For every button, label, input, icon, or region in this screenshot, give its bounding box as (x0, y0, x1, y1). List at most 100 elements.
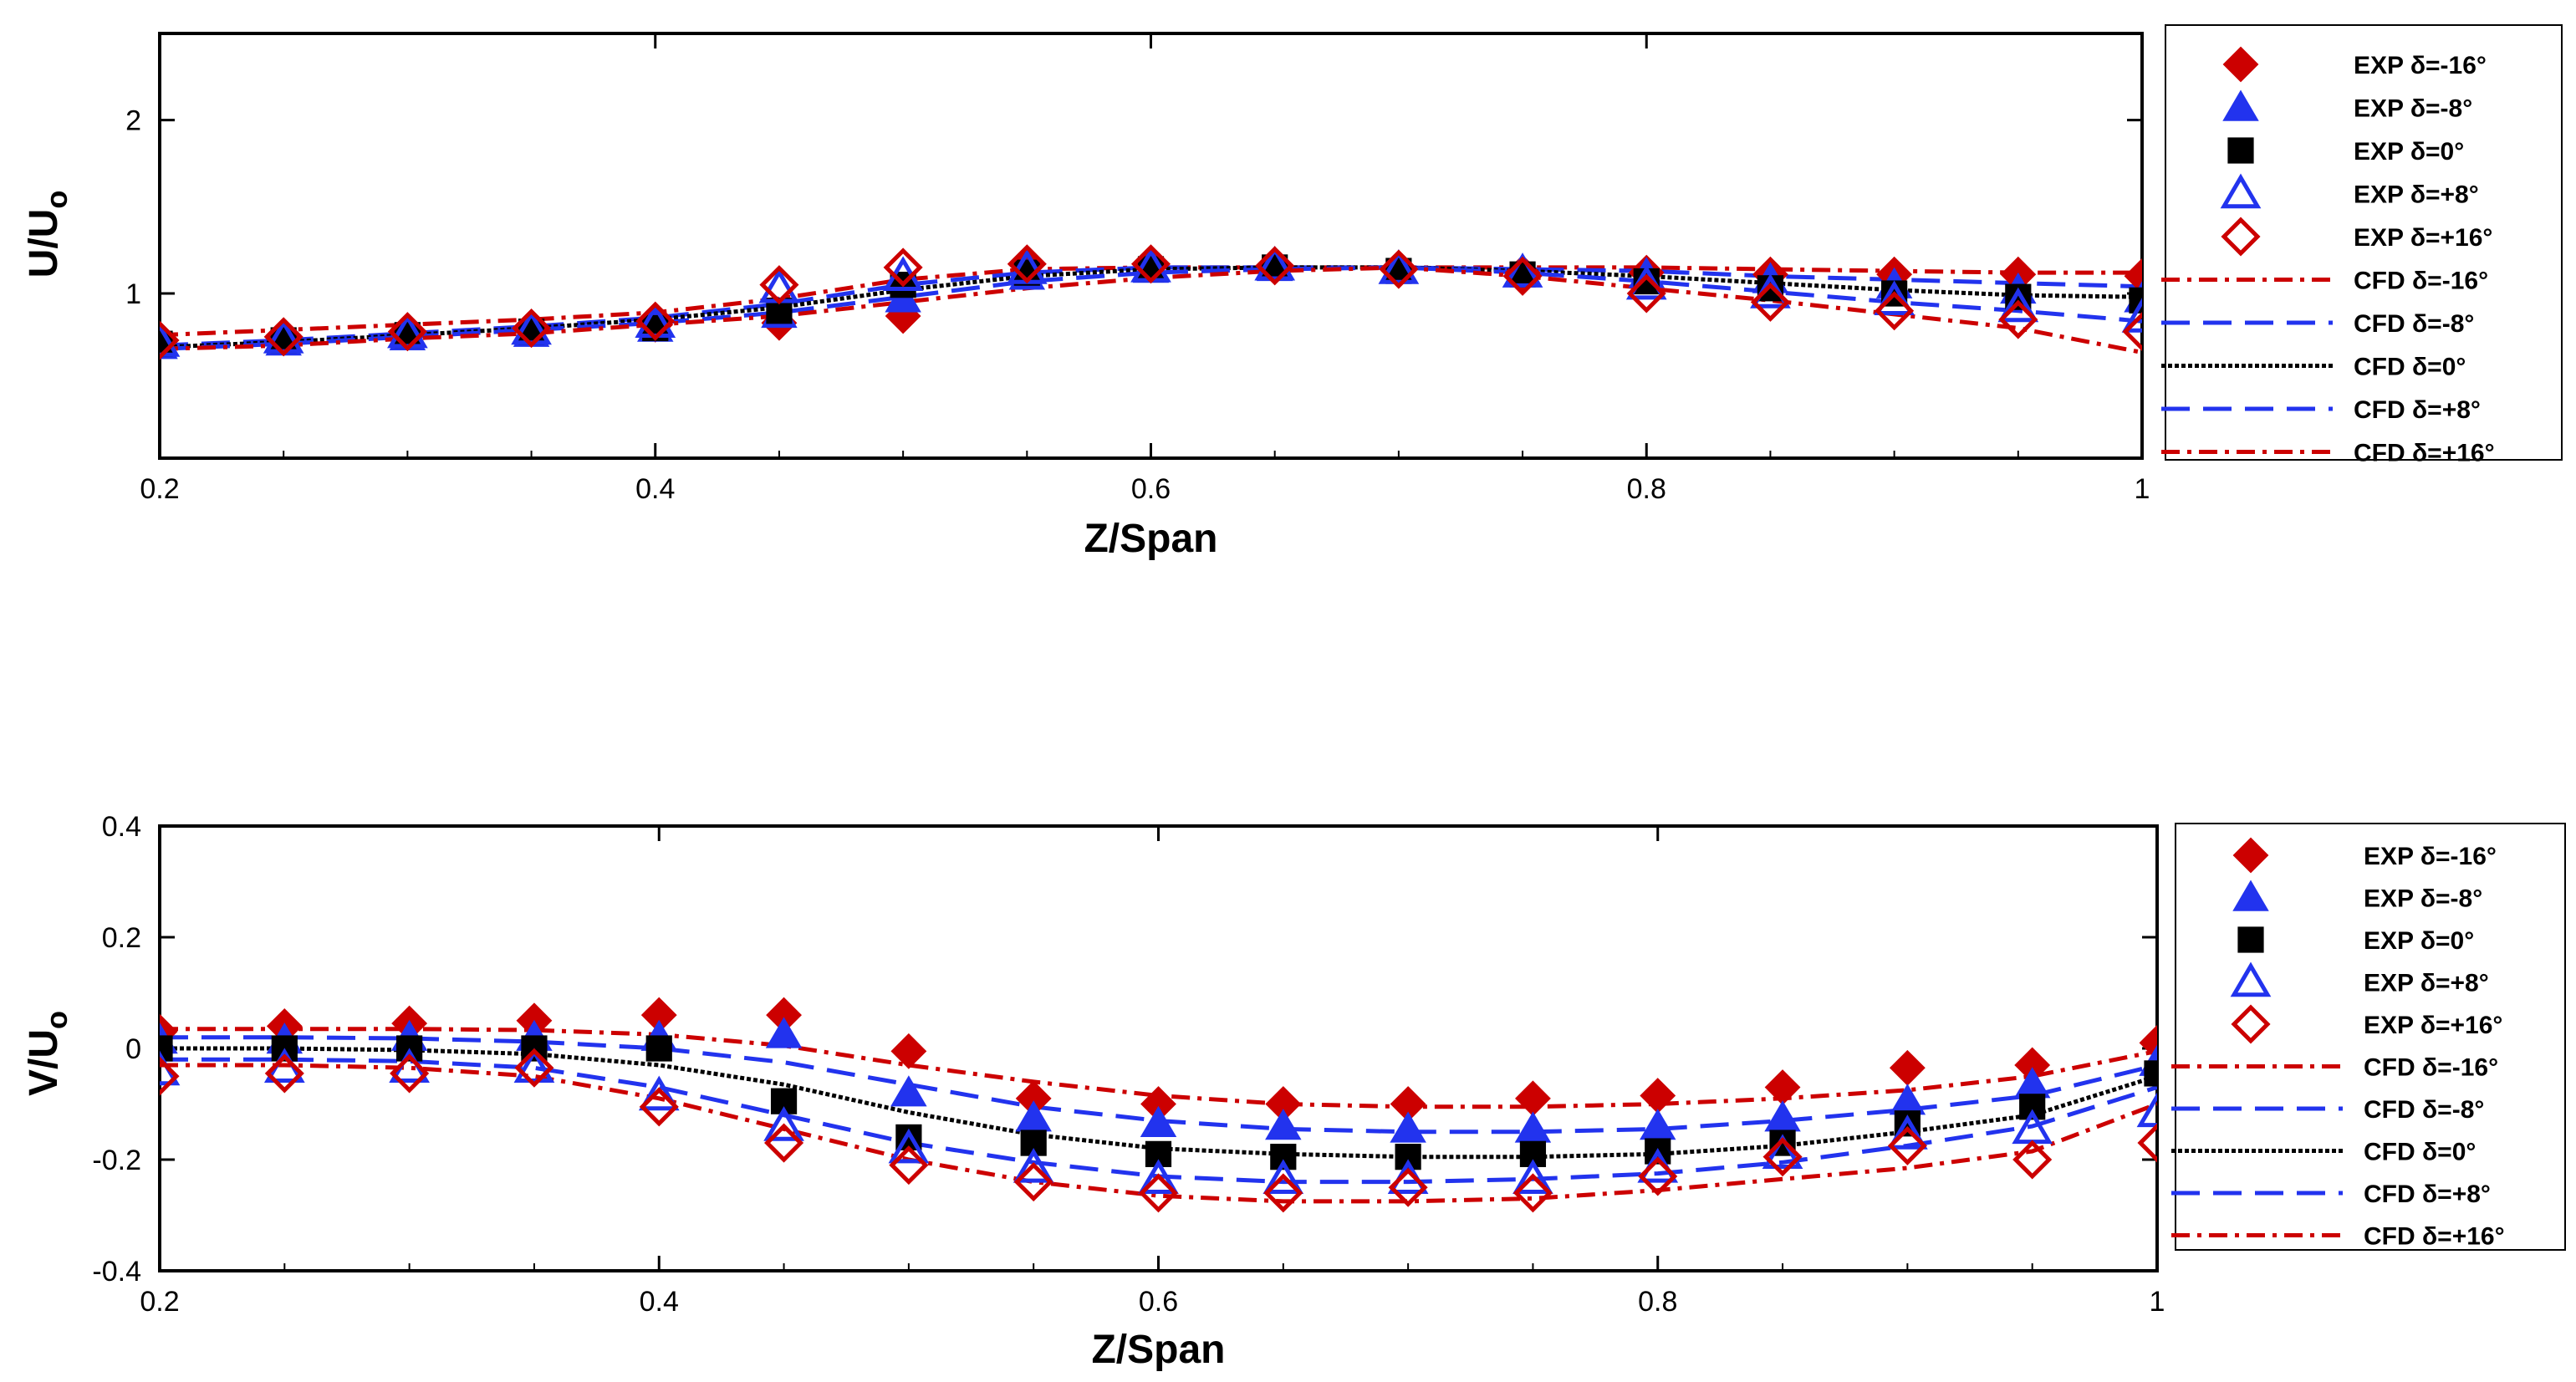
series-line-cfd-delta-minus16deg (160, 1027, 2157, 1109)
data-point (263, 317, 304, 357)
y-axis-title-main: U/U (22, 209, 66, 278)
plot-area (160, 997, 2157, 1213)
legend-entry: CFD δ=-8° (2171, 1096, 2484, 1124)
y-tick-label: 0 (125, 1033, 141, 1065)
data-point (160, 330, 173, 357)
data-point (639, 1087, 679, 1127)
legend-symbol (2231, 1004, 2271, 1044)
data-point (1007, 244, 1047, 284)
legend-entry: EXP δ=-16° (2222, 46, 2487, 83)
legend-label: CFD δ=0° (2364, 1139, 2476, 1166)
data-point (2124, 258, 2142, 294)
legend-label: EXP δ=+16° (2364, 1012, 2502, 1039)
x-tick-label: 0.2 (140, 473, 179, 505)
data-point (1138, 1159, 1179, 1194)
data-point (1512, 1173, 1553, 1213)
legend-symbol (2222, 46, 2259, 83)
legend-entry: EXP δ=0° (2227, 137, 2464, 166)
legend-label: CFD δ=+16° (2354, 440, 2495, 467)
data-point (1379, 249, 1419, 289)
legend-label: EXP δ=-16° (2354, 52, 2487, 79)
legend-entry: EXP δ=+8° (2220, 173, 2479, 209)
legend-entry: EXP δ=+8° (2230, 961, 2489, 997)
data-point (1764, 1100, 1801, 1132)
data-point (1378, 249, 1420, 284)
data-point (264, 1053, 304, 1094)
legend-entry: EXP δ=-8° (2232, 880, 2482, 913)
data-point (890, 1075, 927, 1107)
x-tick-label: 0.8 (1627, 473, 1666, 505)
legend-entry: CFD δ=0° (2161, 354, 2466, 381)
data-point (390, 1053, 430, 1094)
legend-symbol (2230, 961, 2272, 997)
y-axis-title: U/Uo (22, 191, 74, 278)
data-point (512, 308, 552, 349)
legend-label: EXP δ=-8° (2364, 885, 2482, 913)
y-tick-label: 0.4 (102, 811, 141, 843)
plot-frame (158, 824, 2159, 1272)
data-point (1502, 256, 1543, 296)
y-tick-label: 2 (125, 105, 141, 137)
data-point (645, 1035, 672, 1062)
y-axis-title-subscript: o (39, 1011, 74, 1029)
y-tick-label: 0.2 (102, 922, 141, 954)
series-line-cfd-delta-0deg (160, 265, 2142, 349)
legend-label: EXP δ=+8° (2354, 181, 2479, 209)
legend-label: CFD δ=0° (2354, 354, 2466, 381)
legend-label: CFD δ=-16° (2364, 1054, 2498, 1082)
data-point (1762, 1134, 1803, 1170)
data-point (765, 1017, 803, 1048)
data-point (514, 1048, 554, 1088)
data-point (1762, 1137, 1803, 1177)
data-point (1262, 1159, 1304, 1194)
data-point (888, 1128, 930, 1164)
data-point (1502, 252, 1543, 288)
data-point (1515, 1080, 1551, 1117)
data-point (1388, 1167, 1428, 1207)
legend-entry: EXP δ=-8° (2222, 89, 2472, 123)
data-point (1390, 1111, 1426, 1143)
x-tick-label: 0.2 (140, 1286, 179, 1318)
x-axis-title: Z/Span (1091, 1328, 1225, 1372)
legend: EXP δ=-16° EXP δ=-8° EXP δ=0° EXP δ=+8° EXP … (2171, 823, 2566, 1251)
data-point (160, 1035, 173, 1062)
data-point (1130, 244, 1171, 284)
legend-label: CFD δ=-16° (2354, 268, 2488, 295)
legend: EXP δ=-16° EXP δ=-8° EXP δ=0° EXP δ=+8° EXP … (2161, 24, 2563, 467)
legend-label: CFD δ=+8° (2364, 1181, 2491, 1208)
series-markers-exp-delta-plus16deg (160, 244, 2142, 360)
series-markers-exp-delta-minus16deg (160, 997, 2157, 1122)
legend-entry: CFD δ=+8° (2171, 1181, 2491, 1208)
legend-entry: EXP δ=0° (2237, 926, 2474, 955)
x-tick-label: 0.4 (640, 1286, 679, 1318)
data-point (883, 247, 923, 288)
plot-area (160, 244, 2142, 360)
data-point (2139, 1024, 2157, 1061)
data-point (1626, 273, 1666, 314)
legend-symbol (2232, 837, 2269, 874)
data-point (1889, 1049, 1926, 1086)
legend-label: EXP δ=0° (2354, 138, 2464, 166)
data-point (1887, 1114, 1928, 1150)
data-point (1875, 291, 1915, 331)
data-point (1265, 1109, 1302, 1140)
data-point (1255, 246, 1295, 286)
data-point (1140, 1105, 1177, 1137)
data-point (890, 1033, 927, 1069)
series-line-cfd-delta-plus8deg (160, 265, 2142, 351)
legend-label: EXP δ=+8° (2364, 970, 2489, 997)
legend-label: EXP δ=-8° (2354, 95, 2472, 123)
legend-entry: CFD δ=-16° (2161, 268, 2488, 295)
data-point (759, 265, 799, 305)
data-point (160, 320, 180, 360)
legend-label: EXP δ=0° (2364, 927, 2474, 955)
x-tick-label: 0.4 (635, 473, 675, 505)
y-tick-label: 1 (125, 278, 141, 310)
x-tick-label: 1 (2150, 1286, 2165, 1318)
series-line-cfd-delta-minus8deg (160, 265, 2142, 348)
data-point (1013, 1148, 1054, 1183)
data-point (1263, 1173, 1303, 1213)
legend-entry: CFD δ=-16° (2171, 1054, 2498, 1082)
